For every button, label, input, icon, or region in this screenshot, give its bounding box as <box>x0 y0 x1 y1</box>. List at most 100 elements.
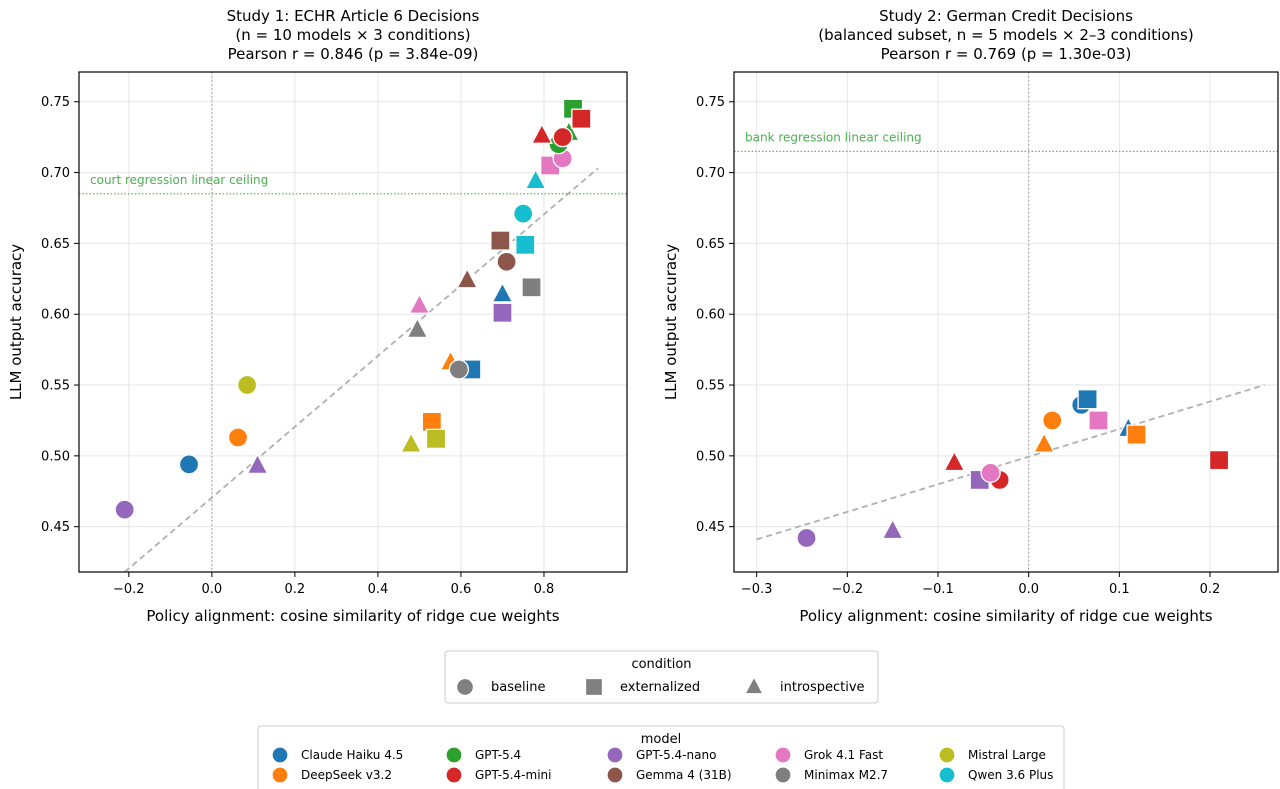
point-gemma-4-31b-baseline <box>496 251 517 272</box>
legend-label-introspective: introspective <box>780 680 865 695</box>
chart-title-line-1: Study 2: German Credit Decisions <box>879 7 1133 25</box>
grid <box>79 72 627 572</box>
y-axis-label: LLM output accuracy <box>662 244 680 400</box>
legend-marker-mistral-large <box>938 746 956 764</box>
legend-marker-gemma-4-31b <box>606 766 624 784</box>
y-tick-label: 0.50 <box>696 449 725 464</box>
chart-title-line-1: Study 1: ECHR Article 6 Decisions <box>227 7 480 25</box>
legend-marker-qwen-3-6-plus <box>938 766 956 784</box>
point-gpt-5-4-nano-baseline <box>114 499 135 520</box>
point-gpt-5-4-nano-introspective <box>246 453 269 474</box>
x-tick-label: 0.1 <box>1109 582 1130 597</box>
point-gpt-5-4-mini-introspective <box>530 123 553 144</box>
point-claude-haiku-4-5-externalized <box>1077 389 1098 410</box>
chart-title-line-2: (n = 10 models × 3 conditions) <box>235 26 470 44</box>
regression-fit-line <box>124 167 599 573</box>
point-gemma-4-31b-introspective <box>456 267 479 289</box>
legend-label-qwen-3-6-plus: Qwen 3.6 Plus <box>968 768 1053 782</box>
grid <box>734 72 1278 572</box>
y-tick-label: 0.50 <box>41 449 70 464</box>
regression-fit-line <box>756 384 1265 541</box>
plot-frame <box>78 71 628 573</box>
point-qwen-3-6-plus-baseline <box>513 203 534 224</box>
legend-marker-gpt-5-4-nano <box>606 746 624 764</box>
x-axis-label: Policy alignment: cosine similarity of r… <box>146 607 559 625</box>
point-mistral-large-externalized <box>425 428 447 450</box>
legend-label-gpt-5-4-nano: GPT-5.4-nano <box>636 748 716 762</box>
y-tick-label: 0.55 <box>696 379 725 394</box>
y-tick-label: 0.55 <box>41 379 70 394</box>
x-tick-label: −0.3 <box>741 582 773 597</box>
chart-panel-1: Study 1: ECHR Article 6 Decisions(n = 10… <box>7 7 628 625</box>
point-deepseek-v3-2-externalized <box>421 411 443 433</box>
ceiling-label: bank regression linear ceiling <box>745 130 922 144</box>
x-tick-label: 0.0 <box>1018 582 1039 597</box>
x-tick-label: 0.2 <box>285 582 306 597</box>
point-gpt-5-4-mini-externalized <box>571 108 592 129</box>
legend-condition-box <box>444 650 879 704</box>
y-tick-label: 0.75 <box>696 95 725 110</box>
point-minimax-m2-7-introspective <box>406 317 429 339</box>
legend-marker-minimax-m2-7 <box>774 766 792 784</box>
legend-marker-externalized <box>584 677 604 697</box>
point-deepseek-v3-2-baseline <box>1042 410 1063 431</box>
point-deepseek-v3-2-externalized <box>1126 424 1147 445</box>
x-tick-label: 0.8 <box>534 582 555 597</box>
plot-frame <box>733 71 1279 573</box>
data-points <box>796 389 1230 549</box>
chart-title-line-3: Pearson r = 0.846 (p = 3.84e-09) <box>228 45 479 63</box>
legend-label-gpt-5-4: GPT-5.4 <box>475 748 521 762</box>
point-grok-4-1-fast-externalized <box>1088 410 1109 431</box>
x-tick-label: 0.6 <box>451 582 472 597</box>
point-mistral-large-baseline <box>236 374 258 396</box>
legend-label-mistral-large: Mistral Large <box>968 748 1046 762</box>
legend-label-gpt-5-4-mini: GPT-5.4-mini <box>475 768 551 782</box>
legend-marker-deepseek-v3-2 <box>271 766 289 784</box>
x-tick-label: 0.4 <box>368 582 389 597</box>
legend-label-baseline: baseline <box>491 680 545 695</box>
chart-panel-2: Study 2: German Credit Decisions(balance… <box>662 7 1279 625</box>
x-tick-label: 0.2 <box>1200 582 1221 597</box>
point-gpt-5-4-nano-baseline <box>796 527 817 549</box>
legend-label-gemma-4-31b: Gemma 4 (31B) <box>636 768 732 782</box>
legend-marker-introspective <box>743 675 765 695</box>
x-axis-label: Policy alignment: cosine similarity of r… <box>799 607 1212 625</box>
legend-marker-gpt-5-4-mini <box>445 766 463 784</box>
y-tick-label: 0.60 <box>41 308 70 323</box>
legend-label-externalized: externalized <box>620 680 700 695</box>
legend-marker-baseline <box>455 677 475 697</box>
legend-marker-claude-haiku-4-5 <box>271 746 289 764</box>
point-minimax-m2-7-externalized <box>521 277 542 298</box>
y-tick-label: 0.70 <box>41 166 70 181</box>
y-axis-label: LLM output accuracy <box>7 244 25 400</box>
point-gpt-5-4-nano-introspective <box>881 518 904 540</box>
x-tick-label: −0.1 <box>922 582 954 597</box>
point-gpt-5-4-mini-externalized <box>1208 449 1230 471</box>
legend-marker-grok-4-1-fast <box>774 746 792 764</box>
legend-label-minimax-m2-7: Minimax M2.7 <box>804 768 888 782</box>
chart-title-line-2: (balanced subset, n = 5 models × 2–3 con… <box>818 26 1193 44</box>
point-deepseek-v3-2-introspective <box>1033 431 1056 453</box>
point-grok-4-1-fast-baseline <box>980 462 1001 483</box>
legend-model-title: model <box>641 732 681 747</box>
legend-label-grok-4-1-fast: Grok 4.1 Fast <box>804 748 883 762</box>
point-deepseek-v3-2-baseline <box>227 427 249 448</box>
y-tick-label: 0.45 <box>696 520 725 535</box>
x-tick-label: −0.2 <box>113 582 145 597</box>
data-points <box>114 98 592 520</box>
chart-title-line-3: Pearson r = 0.769 (p = 1.30e-03) <box>881 45 1132 63</box>
point-qwen-3-6-plus-introspective <box>524 168 547 190</box>
y-tick-label: 0.60 <box>696 308 725 323</box>
legend-label-deepseek-v3-2: DeepSeek v3.2 <box>301 768 392 782</box>
ceiling-label: court regression linear ceiling <box>90 173 268 187</box>
y-tick-label: 0.45 <box>41 520 70 535</box>
point-gpt-5-4-nano-externalized <box>492 302 513 323</box>
y-tick-label: 0.65 <box>41 237 70 252</box>
legend-marker-gpt-5-4 <box>445 746 463 764</box>
point-claude-haiku-4-5-baseline <box>178 454 200 475</box>
legend-condition-title: condition <box>631 657 691 672</box>
x-tick-label: −0.2 <box>832 582 864 597</box>
point-mistral-large-introspective <box>400 431 423 453</box>
y-tick-label: 0.65 <box>696 237 725 252</box>
